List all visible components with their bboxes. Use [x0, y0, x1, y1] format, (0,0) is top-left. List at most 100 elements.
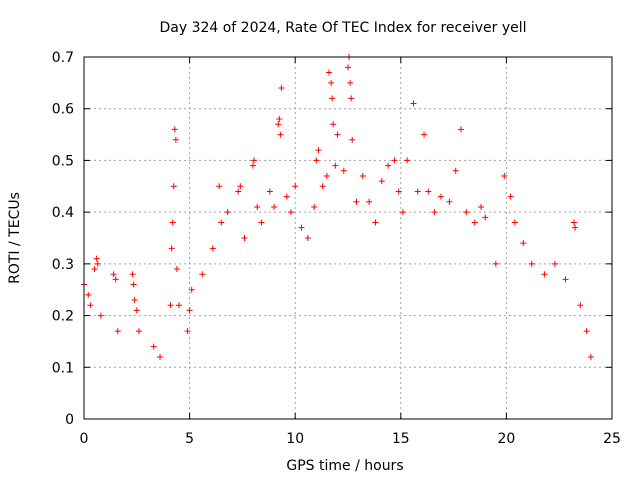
data-point	[87, 302, 94, 309]
data-point	[478, 203, 485, 210]
data-point	[328, 79, 335, 86]
data-point	[275, 121, 282, 128]
data-point	[168, 245, 175, 252]
data-point	[463, 209, 470, 216]
data-point	[209, 245, 216, 252]
data-point	[471, 219, 478, 226]
data-point	[340, 167, 347, 174]
data-point	[216, 183, 223, 190]
data-point	[112, 276, 119, 283]
data-point	[315, 147, 322, 154]
data-point	[329, 95, 336, 102]
data-point	[359, 172, 366, 179]
data-point	[235, 188, 242, 195]
data-point	[349, 136, 356, 143]
data-point	[129, 271, 136, 278]
data-point	[97, 312, 104, 319]
data-point	[237, 183, 244, 190]
data-point	[562, 276, 569, 283]
data-point	[385, 162, 392, 169]
data-point	[276, 116, 283, 123]
data-point	[292, 183, 299, 190]
data-point	[577, 302, 584, 309]
data-point	[520, 240, 527, 247]
data-point	[366, 198, 373, 205]
data-point	[395, 188, 402, 195]
data-point	[437, 193, 444, 200]
data-point	[551, 260, 558, 267]
data-point	[93, 255, 100, 262]
x-tick-label: 0	[80, 431, 89, 447]
data-point	[176, 302, 183, 309]
data-point	[278, 85, 285, 92]
data-point	[583, 328, 590, 335]
data-points	[81, 54, 594, 360]
data-point	[287, 209, 294, 216]
data-point	[304, 235, 311, 241]
data-point	[378, 178, 385, 185]
data-point	[348, 95, 355, 102]
y-tick-labels: 0 0.1 0.2 0.3 0.4 0.5 0.6 0.7	[52, 50, 74, 428]
data-point	[188, 286, 195, 293]
x-tick-labels: 0 5 10 15 20 25	[80, 431, 621, 447]
data-point	[170, 183, 177, 190]
y-tick-label: 0	[65, 412, 74, 428]
data-point	[511, 219, 518, 226]
data-point	[421, 131, 428, 138]
y-tick-label: 0.2	[52, 309, 74, 325]
data-point	[186, 307, 193, 314]
data-point	[199, 271, 206, 278]
plot-frame	[83, 56, 613, 420]
data-point	[266, 188, 273, 195]
data-point	[372, 219, 379, 226]
data-point	[332, 162, 339, 169]
data-point	[541, 271, 548, 278]
data-point	[110, 271, 117, 278]
data-point	[277, 131, 284, 138]
data-point	[169, 219, 176, 226]
grid-lines	[84, 57, 612, 419]
data-point	[249, 162, 256, 169]
data-point	[353, 198, 360, 205]
data-point	[319, 183, 326, 190]
data-point	[501, 172, 508, 179]
data-point	[91, 266, 98, 273]
data-point	[157, 353, 164, 360]
data-point	[172, 136, 179, 143]
data-point	[94, 260, 101, 267]
data-point	[184, 328, 191, 335]
data-point	[85, 291, 92, 298]
data-point	[224, 209, 231, 216]
data-point	[251, 157, 258, 164]
data-point	[431, 209, 438, 216]
y-tick-label: 0.3	[52, 257, 74, 273]
data-point	[311, 203, 318, 210]
data-point	[258, 219, 265, 226]
data-point	[425, 188, 432, 195]
data-point	[404, 157, 411, 164]
axis-ticks	[83, 56, 613, 420]
data-point	[507, 193, 514, 200]
data-point	[572, 224, 579, 231]
data-point	[271, 203, 278, 210]
data-point	[334, 131, 341, 138]
data-point	[330, 121, 337, 128]
data-point	[114, 328, 121, 335]
data-point	[457, 126, 464, 133]
x-axis-label: GPS time / hours	[286, 458, 403, 474]
x-tick-label: 25	[603, 431, 621, 447]
data-point	[528, 260, 535, 267]
data-point	[391, 157, 398, 164]
y-axis-label: ROTI / TECUs	[7, 192, 23, 284]
data-point	[283, 193, 290, 200]
data-point	[414, 188, 421, 195]
y-tick-label: 0.7	[52, 50, 74, 66]
x-tick-label: 10	[286, 431, 304, 447]
data-point	[313, 157, 320, 164]
data-point	[133, 307, 140, 314]
data-point	[150, 343, 157, 350]
data-point	[446, 198, 453, 205]
data-point	[399, 209, 406, 216]
y-tick-label: 0.4	[52, 205, 74, 221]
